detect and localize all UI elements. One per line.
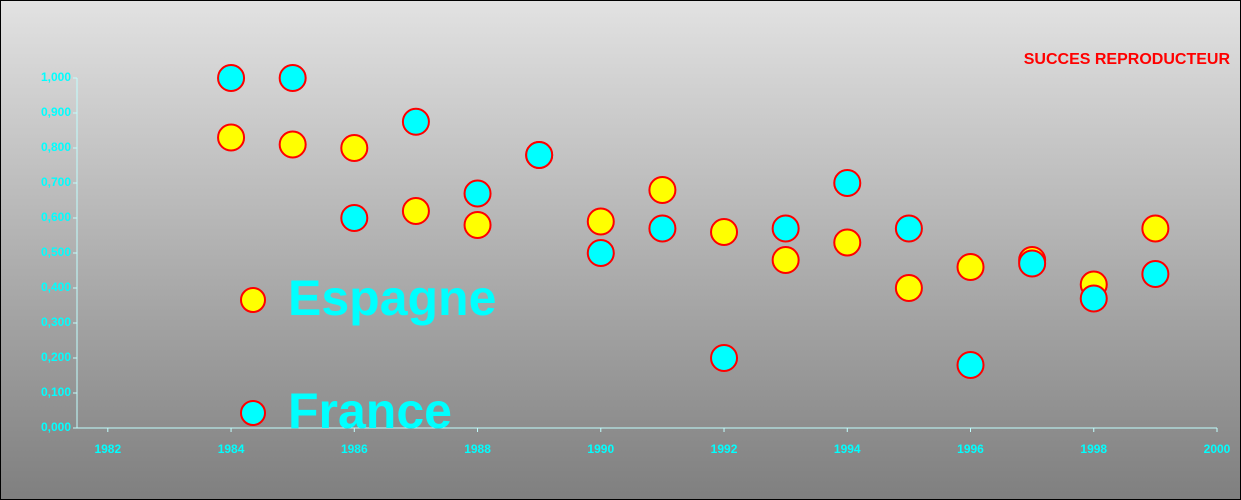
marker: [1141, 260, 1170, 288]
y-tick-label: 0,300: [41, 315, 71, 329]
y-tick-label: 0,900: [41, 105, 71, 119]
marker: [710, 218, 739, 246]
marker: [833, 169, 862, 197]
marker: [401, 197, 430, 225]
marker: [217, 123, 246, 152]
marker: [1141, 214, 1170, 243]
y-tick-label: 0,500: [41, 245, 71, 259]
marker: [648, 214, 677, 243]
x-tick-label: 1988: [464, 442, 491, 456]
y-tick-label: 0,600: [41, 210, 71, 224]
marker: [1079, 284, 1108, 313]
x-tick-label: 1982: [94, 442, 121, 456]
x-tick-label: 1992: [711, 442, 738, 456]
marker: [771, 214, 800, 243]
marker: [463, 179, 492, 208]
y-tick-label: 0,100: [41, 385, 71, 399]
y-tick-label: 0,000: [41, 420, 71, 434]
marker: [771, 246, 800, 274]
marker: [340, 134, 369, 162]
x-tick-label: 2000: [1204, 442, 1231, 456]
y-tick-label: 0,400: [41, 280, 71, 294]
marker: [463, 211, 492, 239]
x-tick-label: 1994: [834, 442, 861, 456]
marker: [340, 204, 369, 232]
y-tick-label: 0,800: [41, 140, 71, 154]
marker: [894, 214, 923, 243]
x-tick-label: 1998: [1080, 442, 1107, 456]
legend-label: Espagne: [288, 270, 496, 326]
marker: [833, 228, 862, 257]
y-tick-label: 0,200: [41, 350, 71, 364]
legend-marker: [240, 287, 266, 313]
marker: [586, 239, 615, 267]
legend-marker: [240, 400, 266, 426]
y-tick-label: 1,000: [41, 70, 71, 84]
x-tick-label: 1990: [587, 442, 614, 456]
x-tick-label: 1996: [957, 442, 984, 456]
marker: [710, 344, 739, 372]
marker: [956, 351, 985, 379]
x-tick-label: 1986: [341, 442, 368, 456]
marker: [278, 64, 307, 92]
x-tick-label: 1984: [218, 442, 245, 456]
marker: [401, 107, 430, 136]
marker: [586, 207, 615, 236]
marker: [525, 141, 554, 169]
marker: [648, 176, 677, 204]
marker: [217, 64, 246, 92]
chart-title: SUCCES REPRODUCTEUR: [1024, 51, 1231, 68]
y-tick-label: 0,700: [41, 175, 71, 189]
marker: [1018, 249, 1047, 278]
marker: [278, 130, 307, 159]
marker: [956, 253, 985, 281]
marker: [894, 274, 923, 302]
legend-label: France: [288, 383, 452, 439]
